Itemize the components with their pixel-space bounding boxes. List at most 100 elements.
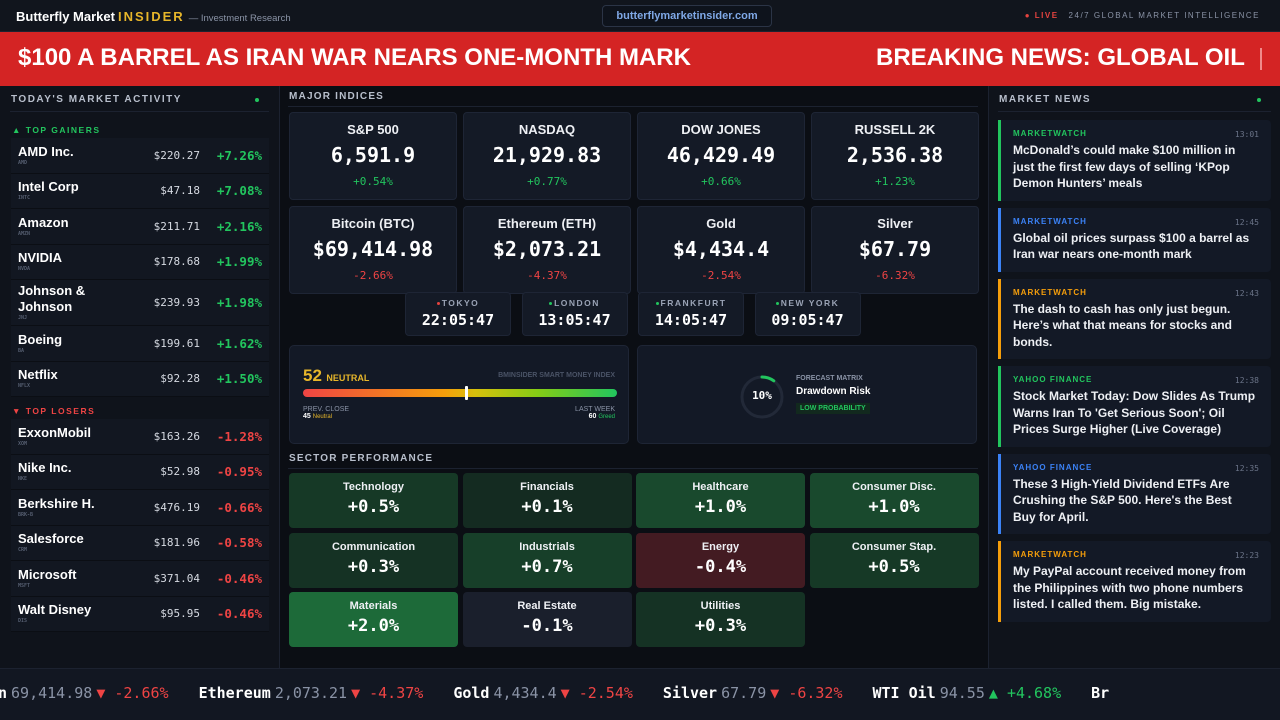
smart-money-title: BMINSIDER SMART MONEY INDEX xyxy=(498,372,615,379)
ticker-change: -2.66% xyxy=(114,684,169,702)
index-card[interactable]: DOW JONES 46,429.49 +0.66% xyxy=(637,112,805,200)
stock-row[interactable]: Boeing BA $199.61 +1.62% xyxy=(11,326,269,362)
stock-row[interactable]: NVIDIA NVDA $178.68 +1.99% xyxy=(11,244,269,280)
market-news-panel: MARKET NEWS MARKETWATCH 13:01 McDonald’s c… xyxy=(988,86,1280,668)
index-card[interactable]: Gold $4,434.4 -2.54% xyxy=(637,206,805,294)
status-dot xyxy=(1257,98,1261,102)
sector-tile[interactable]: Energy -0.4% xyxy=(636,532,805,588)
stock-name-text: Johnson & Johnson xyxy=(18,283,86,314)
live-indicator: ● LIVE xyxy=(1024,11,1059,20)
stock-row[interactable]: AMD Inc. AMD $220.27 +7.26% xyxy=(11,138,269,174)
news-item[interactable]: MARKETWATCH 12:43 The dash to cash has onl… xyxy=(998,278,1271,359)
news-headline: My PayPal account received money from th… xyxy=(1013,564,1246,611)
sector-tile[interactable]: Industrials +0.7% xyxy=(462,532,632,588)
stock-row[interactable]: Johnson & Johnson JNJ $239.93 +1.98% xyxy=(11,280,269,326)
stock-price: $199.61 xyxy=(153,336,200,350)
stock-ticker: AMD xyxy=(18,159,28,166)
probability-badge: LOW PROBABILITY xyxy=(796,403,870,414)
stock-price: $47.18 xyxy=(160,184,200,198)
sector-name: Real Estate xyxy=(517,600,577,612)
ticker-item[interactable]: Ethereum 2,073.21 ▼ -4.37% xyxy=(199,684,424,702)
news-source: MARKETWATCH xyxy=(1013,216,1087,226)
stock-row[interactable]: Netflix NFLX $92.28 +1.50% xyxy=(11,361,269,397)
news-time: 13:01 xyxy=(1234,130,1259,139)
stock-change: -0.66% xyxy=(216,499,262,515)
stock-row[interactable]: Nike Inc. NKE $52.98 -0.95% xyxy=(11,454,269,490)
smart-money-value-row: 52 NEUTRAL xyxy=(303,366,369,386)
sector-tile[interactable]: Technology +0.5% xyxy=(289,473,458,528)
sector-tile[interactable]: Materials +2.0% xyxy=(289,592,458,647)
ticker-name: Gold xyxy=(453,684,490,702)
index-change: -2.54% xyxy=(701,269,741,282)
index-card[interactable]: S&P 500 6,591.9 +0.54% xyxy=(289,112,457,200)
stock-name: Johnson & Johnson JNJ xyxy=(18,283,136,322)
clock-city: NEW YORK xyxy=(756,298,860,308)
ticker-item[interactable]: WTI Oil 94.55 ▲ +4.68% xyxy=(873,684,1062,702)
sector-tile[interactable]: Financials +0.1% xyxy=(462,473,632,528)
drawdown-percent: 10% xyxy=(752,389,772,402)
index-card[interactable]: NASDAQ 21,929.83 +0.77% xyxy=(463,112,631,200)
stock-row[interactable]: Walt Disney DIS $95.95 -0.46% xyxy=(11,596,269,632)
breaking-news-banner[interactable]: $100 A BARREL AS IRAN WAR NEARS ONE-MONT… xyxy=(0,32,1280,86)
stock-row[interactable]: ExxonMobil XOM $163.26 -1.28% xyxy=(11,419,269,455)
sector-tile[interactable]: Consumer Stap. +0.5% xyxy=(809,532,979,588)
index-card[interactable]: Bitcoin (BTC) $69,414.98 -2.66% xyxy=(289,206,457,294)
news-item[interactable]: YAHOO FINANCE 12:35 These 3 High-Yield Div… xyxy=(998,453,1271,534)
stock-row[interactable]: Microsoft MSFT $371.04 -0.46% xyxy=(11,561,269,597)
ticker-item[interactable]: Br xyxy=(1091,684,1117,702)
stock-row[interactable]: Berkshire H. BRK-B $476.19 -0.66% xyxy=(11,490,269,526)
forecast-kicker: FORECAST MATRIX xyxy=(796,375,863,382)
sector-tile[interactable]: Consumer Disc. +1.0% xyxy=(809,473,979,528)
index-name: Ethereum (ETH) xyxy=(497,216,597,231)
stock-name-text: ExxonMobil xyxy=(18,424,91,440)
news-source: MARKETWATCH xyxy=(1013,287,1087,297)
index-value: 2,536.38 xyxy=(846,143,944,167)
ticker-item[interactable]: n69,414.98▼ -2.66% xyxy=(0,684,169,702)
sector-tile[interactable]: Communication +0.3% xyxy=(289,532,458,588)
news-item[interactable]: MARKETWATCH 12:23 My PayPal account receiv… xyxy=(998,541,1271,622)
ticker-change: +4.68% xyxy=(1006,684,1062,702)
index-name: Bitcoin (BTC) xyxy=(331,216,415,231)
stock-name: Netflix NFLX xyxy=(18,367,136,390)
stock-ticker: DIS xyxy=(18,618,28,625)
sector-value: +0.7% xyxy=(521,556,573,577)
clock-time: 09:05:47 xyxy=(771,311,844,329)
brand-logo[interactable]: Butterfly Market INSIDER — Investment Rese… xyxy=(16,9,291,24)
index-card[interactable]: Silver $67.79 -6.32% xyxy=(811,206,979,294)
ticker-value: 94.55 xyxy=(939,684,985,702)
ticker-name: Ethereum xyxy=(198,684,271,702)
clock-city-name: FRANKFURT xyxy=(660,298,727,308)
clock-city-name: NEW YORK xyxy=(780,298,840,308)
index-card[interactable]: Ethereum (ETH) $2,073.21 -4.37% xyxy=(463,206,631,294)
ticker-value: 2,073.21 xyxy=(274,684,348,702)
ticker-name: n xyxy=(0,684,7,702)
stock-price: $371.04 xyxy=(153,571,200,585)
stock-name: Salesforce CRM xyxy=(18,531,136,554)
index-value: $67.79 xyxy=(858,237,932,261)
stock-name: ExxonMobil XOM xyxy=(18,425,136,448)
stock-change: -0.58% xyxy=(216,535,262,551)
stock-row[interactable]: Salesforce CRM $181.96 -0.58% xyxy=(11,525,269,561)
sector-name: Materials xyxy=(349,600,398,612)
sector-tile[interactable]: Real Estate -0.1% xyxy=(462,592,632,647)
news-item[interactable]: MARKETWATCH 12:45 Global oil prices surpas… xyxy=(998,207,1271,272)
stock-row[interactable]: Amazon AMZN $211.71 +2.16% xyxy=(11,209,269,245)
stock-name-text: Intel Corp xyxy=(18,179,79,195)
news-item[interactable]: MARKETWATCH 13:01 McDonald’s could make $1… xyxy=(998,120,1271,201)
ticker-item[interactable]: Gold 4,434.4 ▼ -2.54% xyxy=(453,684,633,702)
news-item[interactable]: YAHOO FINANCE 12:38 Stock Market Today: Do… xyxy=(998,366,1271,447)
forecast-matrix-card[interactable]: 10% FORECAST MATRIX Drawdown Risk LOW PR… xyxy=(637,345,977,444)
smart-money-gauge xyxy=(303,386,617,400)
smart-money-index-card[interactable]: 52 NEUTRAL BMINSIDER SMART MONEY INDEX P… xyxy=(289,345,629,444)
news-headline: Stock Market Today: Dow Slides As Trump … xyxy=(1013,389,1256,436)
sector-tile[interactable]: Healthcare +1.0% xyxy=(636,473,805,528)
sector-value: -0.4% xyxy=(694,556,747,577)
stock-row[interactable]: Intel Corp INTC $47.18 +7.08% xyxy=(11,173,269,209)
ticker-item[interactable]: Silver 67.79 ▼ -6.32% xyxy=(663,684,843,702)
index-card[interactable]: RUSSELL 2K 2,536.38 +1.23% xyxy=(811,112,979,200)
sector-tile[interactable]: Utilities +0.3% xyxy=(636,592,805,647)
site-url-link[interactable]: butterflymarketinsider.com xyxy=(602,5,772,27)
stock-name: Boeing BA xyxy=(18,332,136,355)
stock-price: $92.28 xyxy=(160,372,200,386)
